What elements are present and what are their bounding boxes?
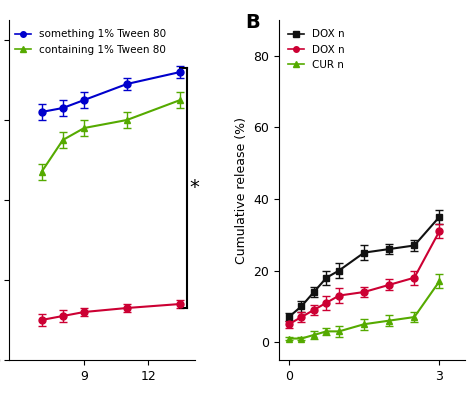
Text: B: B	[246, 13, 260, 32]
Legend: something 1% Tween 80, containing 1% Tween 80: something 1% Tween 80, containing 1% Twe…	[11, 25, 170, 59]
Legend: DOX n, DOX n, CUR n: DOX n, DOX n, CUR n	[284, 25, 349, 74]
Y-axis label: Cumulative release (%): Cumulative release (%)	[235, 116, 247, 264]
Text: *: *	[190, 178, 200, 198]
